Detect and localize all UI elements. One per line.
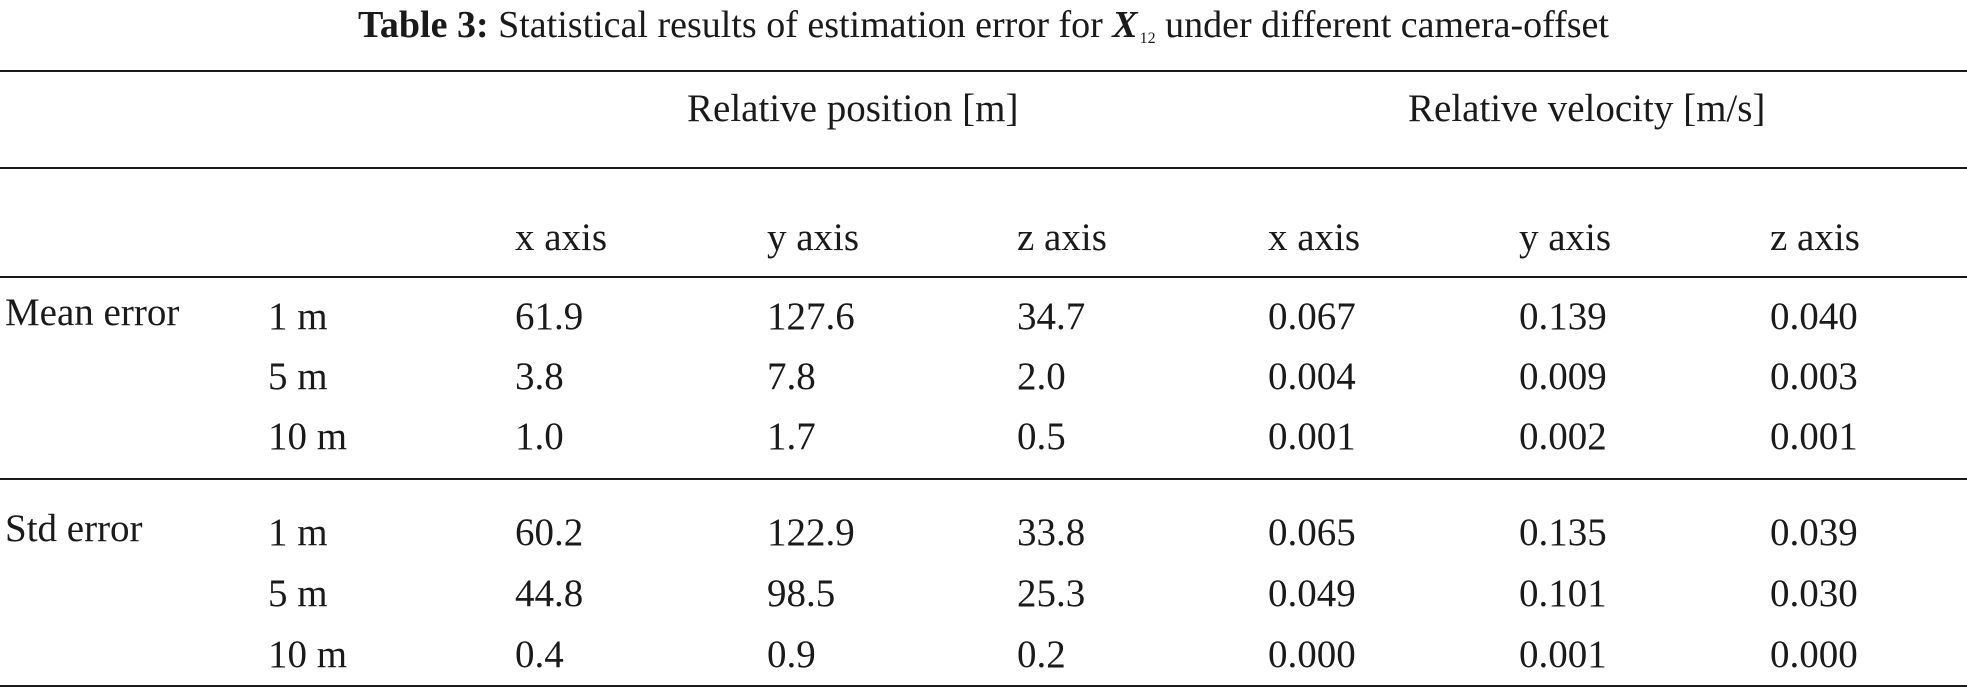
table-cell: 0.004 [1268,355,1356,398]
table-cell: 60.2 [515,511,584,554]
caption-text-before: Statistical results of estimation error … [498,4,1103,46]
group-header-velocity: Relative velocity [m/s] [1408,87,1766,130]
caption-symbol: X [1112,4,1138,46]
table-cell: 0.001 [1519,633,1607,676]
table-cell: 0.067 [1268,295,1356,338]
table-cell: 2.0 [1017,355,1066,398]
table-cell: 127.6 [767,295,855,338]
row-offset: 1 m [268,295,328,338]
table-cell: 0.001 [1770,415,1858,458]
section-label-mean-error: Mean error [5,291,180,334]
table-cell: 1.0 [515,415,564,458]
column-header-pos-y: y axis [767,216,860,259]
table-cell: 98.5 [767,572,836,615]
column-header-vel-y: y axis [1519,216,1612,259]
table-cell: 0.2 [1017,633,1066,676]
row-offset: 5 m [268,572,328,615]
group-header-position: Relative position [m] [687,87,1019,130]
table-cell: 122.9 [767,511,855,554]
table-cell: 0.040 [1770,295,1858,338]
table-cell: 0.000 [1770,633,1858,676]
caption-label: Table 3: [358,4,489,46]
section-divider-rule [0,478,1967,480]
table-cell: 7.8 [767,355,816,398]
table-cell: 33.8 [1017,511,1086,554]
table-cell: 34.7 [1017,295,1086,338]
column-header-pos-z: z axis [1017,216,1107,259]
top-rule [0,70,1967,72]
row-offset: 5 m [268,355,328,398]
table-cell: 0.049 [1268,572,1356,615]
table-cell: 0.002 [1519,415,1607,458]
column-header-rule [0,276,1967,278]
table-cell: 1.7 [767,415,816,458]
table-caption: Table 3: Statistical results of estimati… [0,0,1967,60]
caption-subscript: 12 [1139,30,1156,47]
table-cell: 0.101 [1519,572,1607,615]
table-cell: 3.8 [515,355,564,398]
table-cell: 0.9 [767,633,816,676]
table-cell: 0.139 [1519,295,1607,338]
section-label-std-error: Std error [5,507,143,550]
row-offset: 10 m [268,415,348,458]
row-offset: 1 m [268,511,328,554]
table-cell: 25.3 [1017,572,1086,615]
bottom-rule [0,685,1967,687]
table-cell: 0.039 [1770,511,1858,554]
row-offset: 10 m [268,633,348,676]
table-cell: 44.8 [515,572,584,615]
table-cell: 0.5 [1017,415,1066,458]
column-header-vel-z: z axis [1770,216,1860,259]
caption-text-after: under different camera-offset [1165,4,1609,46]
table-cell: 0.030 [1770,572,1858,615]
table-cell: 0.135 [1519,511,1607,554]
table-cell: 0.009 [1519,355,1607,398]
table-cell: 0.003 [1770,355,1858,398]
group-header-rule [0,167,1967,169]
column-header-pos-x: x axis [515,216,608,259]
table-cell: 0.065 [1268,511,1356,554]
column-header-vel-x: x axis [1268,216,1361,259]
table-cell: 61.9 [515,295,584,338]
table-cell: 0.001 [1268,415,1356,458]
table-cell: 0.000 [1268,633,1356,676]
table-cell: 0.4 [515,633,564,676]
